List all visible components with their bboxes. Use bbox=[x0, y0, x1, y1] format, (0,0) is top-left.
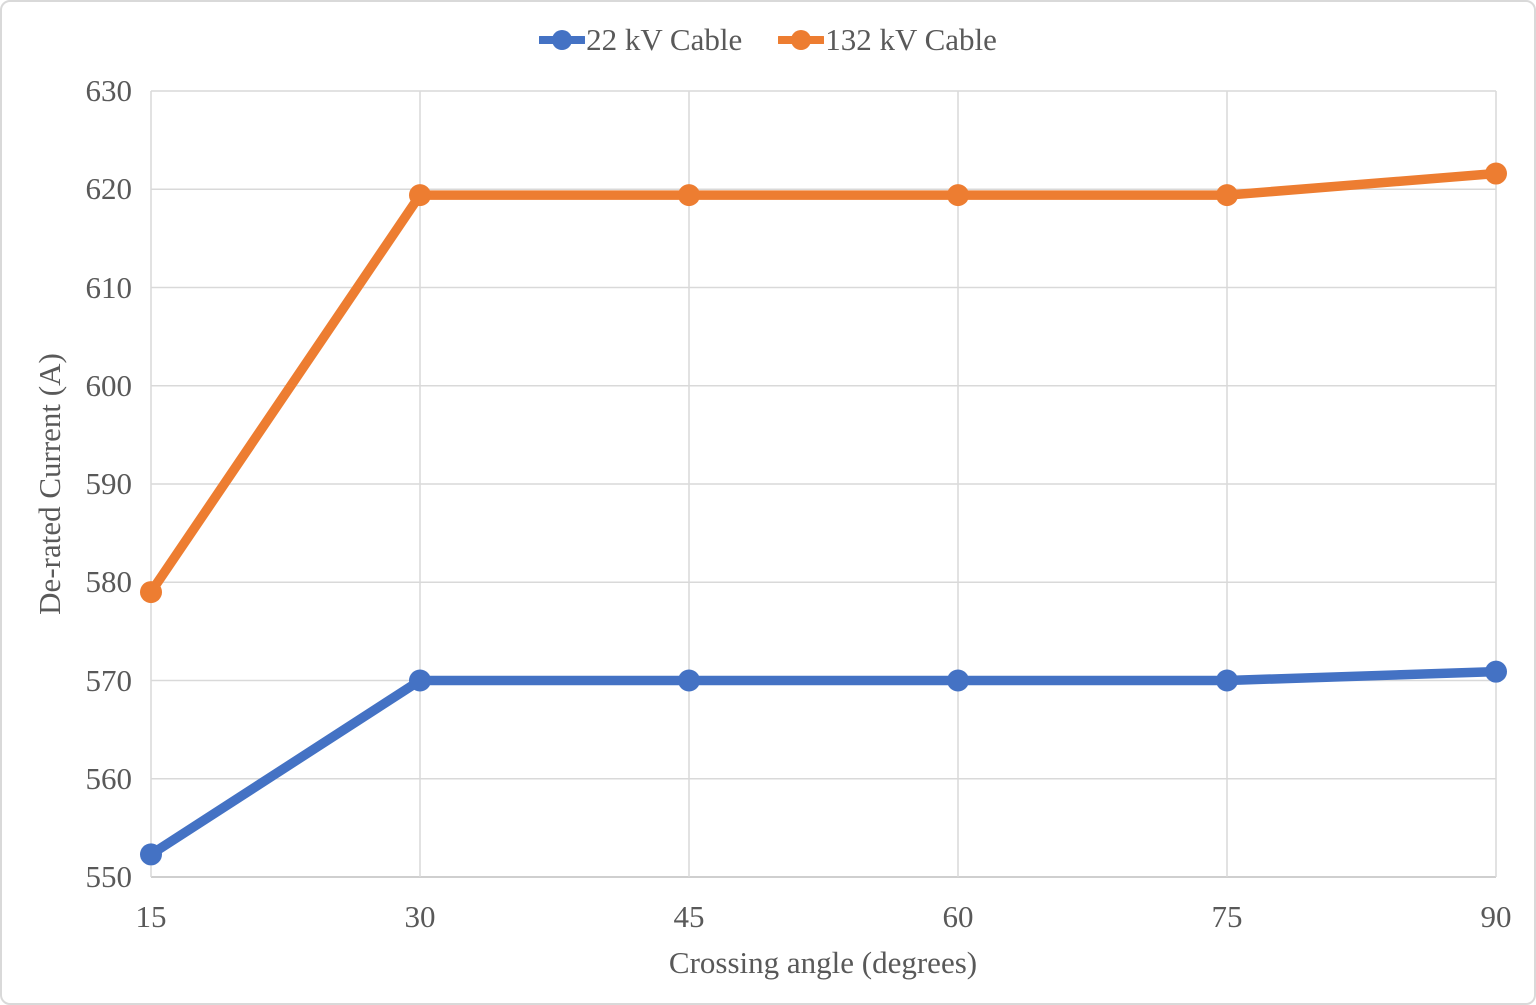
data-point-marker-s0-x45 bbox=[678, 669, 700, 692]
y-axis-title: De-rated Current (A) bbox=[32, 353, 67, 615]
y-tick-label: 600 bbox=[85, 367, 133, 403]
data-point-marker-s1-x15 bbox=[140, 581, 162, 604]
legend: 22 kV Cable 132 kV Cable bbox=[2, 20, 1534, 60]
x-axis-title: Crossing angle (degrees) bbox=[668, 945, 978, 980]
y-tick-label: 630 bbox=[85, 73, 133, 108]
data-point-marker-s1-x75 bbox=[1216, 184, 1238, 207]
x-tick-label: 60 bbox=[942, 899, 974, 934]
y-tick-label: 580 bbox=[85, 564, 133, 600]
data-point-marker-s0-x60 bbox=[947, 669, 969, 692]
x-tick-label: 75 bbox=[1211, 899, 1243, 934]
data-point-marker-s0-x75 bbox=[1216, 669, 1238, 692]
legend-label: 22 kV Cable bbox=[586, 22, 743, 57]
y-tick-label: 620 bbox=[85, 171, 133, 207]
data-point-marker-s1-x60 bbox=[947, 184, 969, 207]
y-tick-label: 570 bbox=[85, 662, 133, 698]
legend-label: 132 kV Cable bbox=[825, 22, 997, 57]
series-line-132-kv-cable bbox=[146, 168, 1501, 597]
x-tick-label: 15 bbox=[135, 899, 167, 934]
x-tick-label: 45 bbox=[673, 899, 705, 934]
legend-marker-icon bbox=[539, 30, 586, 50]
data-point-marker-s0-x30 bbox=[409, 669, 431, 692]
x-tick-label: 90 bbox=[1480, 899, 1512, 934]
data-point-marker-s1-x45 bbox=[678, 184, 700, 207]
legend-item-22-kv-cable: 22 kV Cable bbox=[539, 22, 742, 58]
series-line-22-kv-cable bbox=[146, 666, 1501, 860]
data-point-marker-s1-x30 bbox=[409, 184, 431, 207]
y-tick-label: 550 bbox=[85, 859, 133, 894]
data-point-marker-s1-x90 bbox=[1485, 162, 1507, 185]
y-tick-label: 560 bbox=[85, 760, 133, 796]
x-tick-label: 30 bbox=[404, 899, 436, 934]
legend-item-132-kv-cable: 132 kV Cable bbox=[778, 22, 997, 58]
y-tick-label: 590 bbox=[85, 466, 133, 501]
data-point-marker-s0-x15 bbox=[140, 843, 162, 866]
legend-marker-icon bbox=[778, 30, 825, 50]
data-point-marker-s0-x90 bbox=[1485, 660, 1507, 683]
y-tick-label: 610 bbox=[85, 269, 133, 305]
